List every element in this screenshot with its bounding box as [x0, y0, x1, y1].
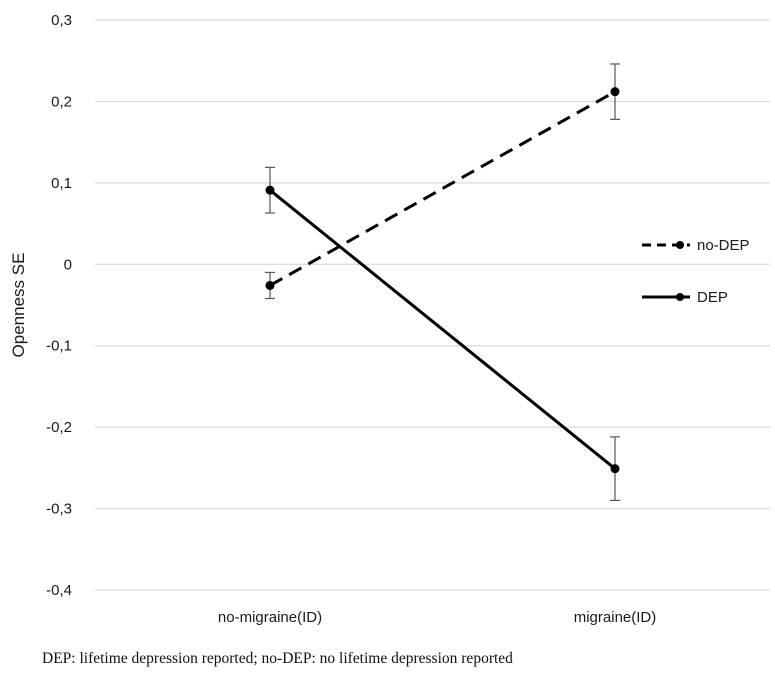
- figure-caption: DEP: lifetime depression reported; no-DE…: [42, 650, 513, 667]
- y-tick-label: -0,3: [46, 501, 72, 518]
- series-line-dep: [269, 189, 616, 470]
- data-point-dep: [265, 185, 275, 195]
- x-tick-label: migraine(ID): [574, 609, 657, 626]
- y-tick-label: 0,2: [51, 93, 72, 110]
- legend-marker-no-dep: [676, 241, 684, 249]
- legend: no-DEP DEP: [642, 237, 750, 306]
- y-tick-label: 0,1: [51, 175, 72, 192]
- error-bars: [265, 63, 620, 502]
- y-tick-label: 0,3: [51, 12, 72, 29]
- y-tick-label: -0,1: [46, 338, 72, 355]
- data-point-dep: [610, 464, 620, 474]
- x-tick-label: no-migraine(ID): [218, 609, 322, 626]
- y-tick-labels: 0,3 0,2 0,1 0 -0,1 -0,2 -0,3 -0,4: [46, 12, 72, 599]
- gridlines: [95, 19, 770, 591]
- series-line-no-dep: [269, 90, 616, 287]
- y-tick-label: -0,2: [46, 419, 72, 436]
- x-tick-labels: no-migraine(ID) migraine(ID): [218, 609, 656, 626]
- y-tick-label: -0,4: [46, 582, 72, 599]
- data-point-no-dep: [610, 87, 620, 97]
- chart: 0,3 0,2 0,1 0 -0,1 -0,2 -0,3 -0,4 no-migraine(I…: [9, 12, 770, 626]
- y-axis-label: Openness SE: [9, 253, 28, 358]
- legend-label-dep: DEP: [697, 289, 728, 306]
- legend-label-no-dep: no-DEP: [697, 237, 750, 254]
- series-lines: [265, 87, 620, 474]
- legend-marker-dep: [676, 293, 684, 301]
- data-point-no-dep: [265, 280, 275, 290]
- y-tick-label: 0: [64, 256, 72, 273]
